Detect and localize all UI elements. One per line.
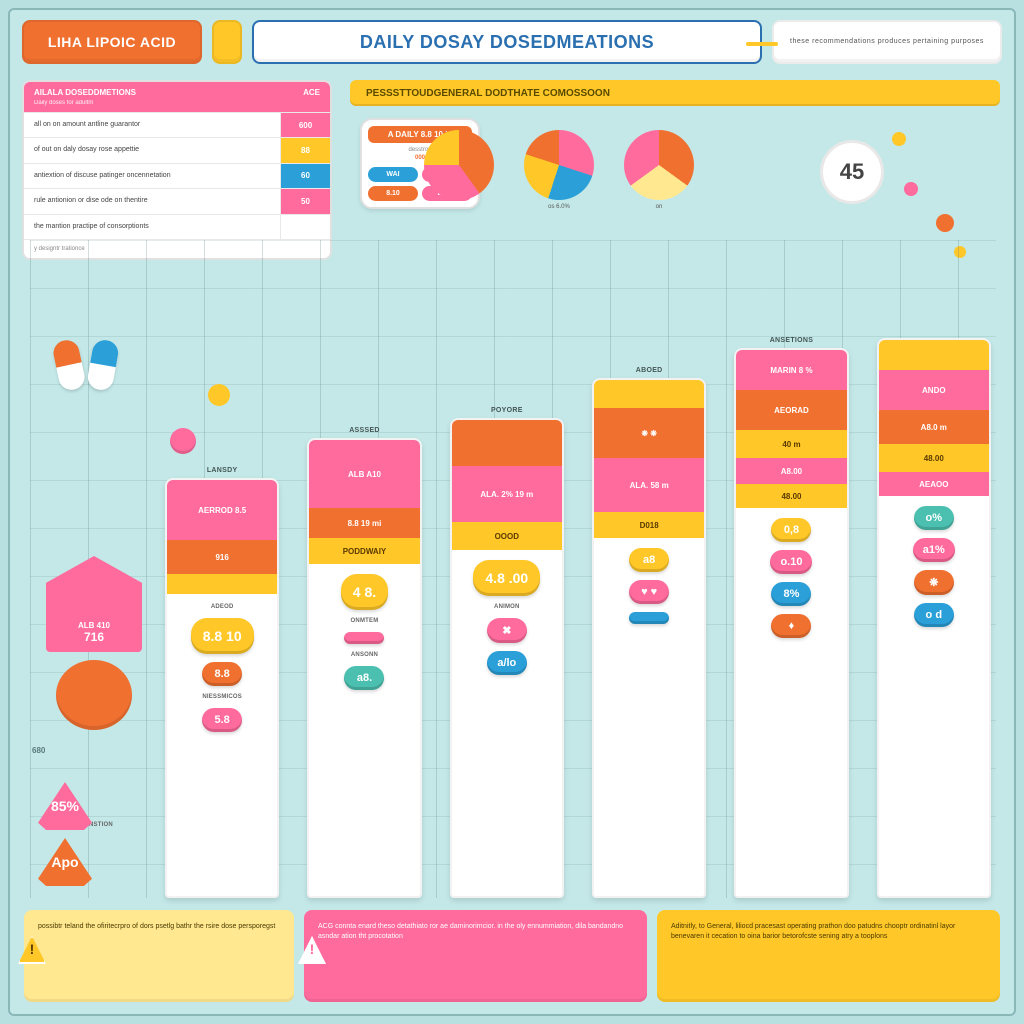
bar-segment: ALB A10 [309, 440, 419, 508]
pie-chart [424, 130, 494, 200]
bar-segment [594, 380, 704, 408]
stat-badge: a/lo [487, 651, 527, 675]
corner-badges: 85% Apo [38, 782, 92, 886]
bar-segment: A8.00 [736, 458, 846, 484]
bar: ALB A108.8 19 miPODDWAIY4 8.onmtemansonn… [307, 438, 421, 898]
stat-badge: a8 [629, 548, 669, 572]
bar-column: ASSSEDALB A108.8 19 miPODDWAIY4 8.onmtem… [302, 427, 426, 898]
page-title: DAILY DOSAY DOSEDMEATIONS [252, 20, 762, 64]
info-table: AILALA DOSEDDMETIONSDaily doses for adul… [22, 80, 332, 260]
bar-column: ANSETIONSMARIN 8 %AEORAD40 mA8.0048.000,… [729, 337, 853, 898]
bar-chart: LANSDYAERROD 8.5916ADEOD8.8 108.8NIESSMI… [160, 360, 996, 898]
age-pill: 8.10 [368, 186, 418, 201]
header-accent [212, 20, 242, 64]
bar-column: LANSDYAERROD 8.5916ADEOD8.8 108.8NIESSMI… [160, 467, 284, 898]
pie-chart: on [624, 130, 694, 200]
info-table-header: AILALA DOSEDDMETIONSDaily doses for adul… [24, 82, 330, 112]
stat-badge: 4 8. [341, 574, 388, 610]
stat-badge: ❋ [914, 570, 954, 595]
bar-segment [452, 420, 562, 466]
percent-badge: Apo [38, 838, 92, 886]
bar-segment: 48.00 [736, 484, 846, 508]
header-note: these recommendations produces pertainin… [772, 20, 1002, 64]
bar-0-head: ALB 410 716 [46, 556, 142, 652]
info-row: all on on amount antline guarantor600 [24, 112, 330, 137]
bar-segment: PODDWAIY [309, 538, 419, 564]
stat-badge [344, 632, 384, 644]
bar-segment [167, 574, 277, 594]
section-band: PESSSTTOUDGENERAL DODTHATE COMOSSOON [350, 80, 1000, 106]
warning-icon: ! [298, 936, 326, 964]
bar: MARIN 8 %AEORAD40 mA8.0048.00 0,8 o.10 8% ♦ [734, 348, 848, 898]
bar-segment: ALA. 58 m [594, 458, 704, 512]
info-row: antiextion of discuse patinger oncenneta… [24, 163, 330, 188]
info-row: the mantion practipe of consorptionts [24, 214, 330, 239]
warning-icon: ! [18, 936, 46, 964]
bar-segment [879, 340, 989, 370]
bar: ❋ ❋ALA. 58 mD018 a8 ♥ ♥ [592, 378, 706, 898]
dot-icon [892, 132, 906, 146]
stat-badge: 8% [771, 582, 811, 606]
info-row: rule antionion or dise ode on thentire50 [24, 188, 330, 213]
stat-badge: ✖ [487, 618, 527, 643]
footer-panel-2: ! ACG connta enard theso detathiato ror … [304, 910, 647, 1002]
bar-segment: AEORAD [736, 390, 846, 430]
footer-panel-3: Aditnitly, to General, liliocd pracesast… [657, 910, 1000, 1002]
bar: AERROD 8.5916ADEOD8.8 108.8NIESSMICOS5.8 [165, 478, 279, 898]
stat-badge: a8. [344, 666, 384, 690]
bar-segment: ❋ ❋ [594, 408, 704, 458]
stat-badge: o d [914, 603, 954, 627]
bar-column: POYOREALA. 2% 19 mOOOD4.8 .00animon✖a/lo [445, 407, 569, 898]
dot-icon [904, 182, 918, 196]
header-tag: LIHA LIPOIC ACID [22, 20, 202, 64]
stat-badge: ♥ ♥ [629, 580, 669, 604]
percent-badge: 85% [38, 782, 92, 830]
bar-column: ABOED❋ ❋ALA. 58 mD018a8♥ ♥ [587, 367, 711, 898]
bar-segment: AERROD 8.5 [167, 480, 277, 540]
footer-panel-1: ! possibtr teland the ofiritecrpro of do… [24, 910, 294, 1002]
bar-segment: 8.8 19 mi [309, 508, 419, 538]
header-row: LIHA LIPOIC ACID DAILY DOSAY DOSEDMEATIO… [22, 20, 1002, 64]
stat-badge: o.10 [770, 550, 812, 574]
info-row: of out on daly dosay rose appettie88 [24, 137, 330, 162]
stat-badge: 0,8 [771, 518, 811, 542]
pie-row: os 6.0% on [424, 130, 694, 200]
stat-badge: 4.8 .00 [473, 560, 540, 596]
bar: ANDOA8.0 m48.00AEAOO o% a1% ❋ o d [877, 338, 991, 898]
bar-segment: MARIN 8 % [736, 350, 846, 390]
stat-badge [629, 612, 669, 624]
infographic-frame: LIHA LIPOIC ACID DAILY DOSAY DOSEDMEATIO… [8, 8, 1016, 1016]
stat-badge: 8.8 [202, 662, 242, 686]
footer-row: ! possibtr teland the ofiritecrpro of do… [24, 910, 1000, 1002]
bar-segment: D018 [594, 512, 704, 538]
bar: ALA. 2% 19 mOOOD4.8 .00animon✖a/lo [450, 418, 564, 898]
bar-segment: 40 m [736, 430, 846, 458]
bar-segment: ALA. 2% 19 m [452, 466, 562, 522]
dot-icon [936, 214, 954, 232]
bar-segment: OOOD [452, 522, 562, 550]
bar-segment: 48.00 [879, 444, 989, 472]
stat-badge: o% [914, 506, 954, 530]
stat-badge: a1% [913, 538, 955, 562]
bar-segment: 916 [167, 540, 277, 574]
stat-bubble: 45 [820, 140, 884, 204]
bar-column: ANDOA8.0 m48.00AEAOO o% a1% ❋ o d [872, 334, 996, 898]
bar-segment: ANDO [879, 370, 989, 410]
bar-0-orb [56, 660, 132, 730]
pie-chart: os 6.0% [524, 130, 594, 200]
stat-badge: 5.8 [202, 708, 242, 732]
stat-badge: 8.8 10 [191, 618, 254, 654]
bar-segment: AEAOO [879, 472, 989, 496]
stat-badge: ♦ [771, 614, 811, 638]
axis-tick: 680 [32, 746, 45, 755]
age-pill: WAI [368, 167, 418, 182]
bar-segment: A8.0 m [879, 410, 989, 444]
